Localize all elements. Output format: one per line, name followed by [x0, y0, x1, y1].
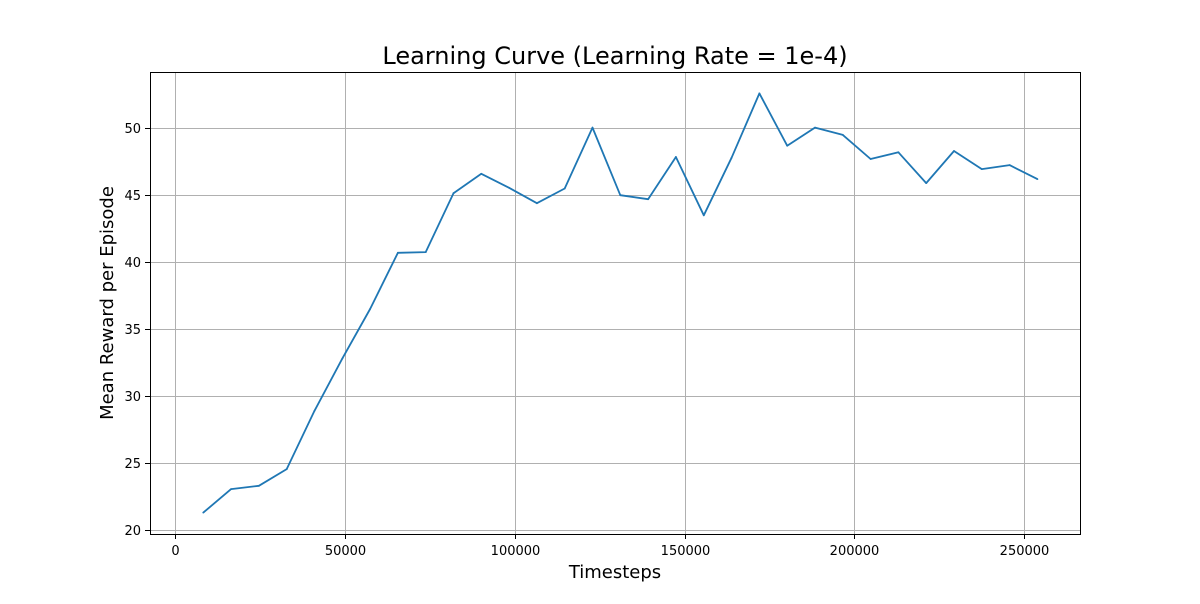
y-axis-ticks: 20 25 30 35 40 45 50 [124, 122, 150, 539]
y-axis-label: Mean Reward per Episode [97, 186, 118, 420]
data-point [619, 194, 622, 197]
data-point [258, 484, 260, 487]
data-point [313, 409, 316, 412]
x-axis-ticks: 0 50000 100000 150000 200000 250000 [171, 534, 1049, 559]
series-line [202, 92, 1038, 514]
data-point [953, 150, 955, 152]
data-point [925, 182, 928, 185]
x-tick-label: 0 [171, 544, 179, 559]
data-point [536, 202, 538, 205]
x-tick-label: 200000 [830, 544, 880, 559]
data-point [202, 511, 205, 514]
y-tick-label: 30 [124, 390, 141, 405]
grid [150, 72, 1080, 534]
data-point [591, 126, 594, 129]
x-axis-label: Timesteps [568, 562, 661, 583]
data-point [369, 308, 371, 310]
data-point [702, 214, 705, 217]
y-tick-label: 25 [124, 457, 141, 472]
y-tick-label: 50 [124, 122, 141, 137]
x-tick-label: 250000 [1000, 544, 1050, 559]
x-tick-label: 100000 [491, 544, 541, 559]
series-layer [202, 92, 1039, 514]
y-tick-label: 45 [124, 189, 141, 204]
data-point [230, 488, 233, 490]
data-point [1036, 178, 1039, 181]
data-point [563, 187, 566, 190]
data-point [341, 357, 344, 360]
data-point [285, 468, 288, 470]
data-point [758, 92, 761, 95]
y-tick-label: 35 [124, 323, 141, 338]
data-point [452, 192, 455, 195]
data-point [869, 158, 872, 160]
data-point [647, 198, 649, 201]
y-tick-label: 40 [124, 256, 141, 271]
data-point [786, 144, 789, 147]
data-point [397, 251, 399, 254]
data-point [897, 151, 900, 154]
y-tick-label: 20 [124, 524, 141, 539]
x-tick-label: 50000 [325, 544, 366, 559]
data-point [508, 186, 510, 189]
data-point [814, 126, 816, 129]
data-point [424, 251, 427, 254]
data-point [841, 134, 844, 136]
data-point [675, 156, 677, 158]
data-point [480, 172, 483, 175]
data-point [730, 156, 733, 159]
plot-frame [150, 72, 1081, 535]
data-point [980, 168, 983, 171]
x-tick-label: 150000 [661, 544, 711, 559]
chart-title: Learning Curve (Learning Rate = 1e-4) [382, 42, 847, 70]
data-point [1008, 164, 1011, 167]
